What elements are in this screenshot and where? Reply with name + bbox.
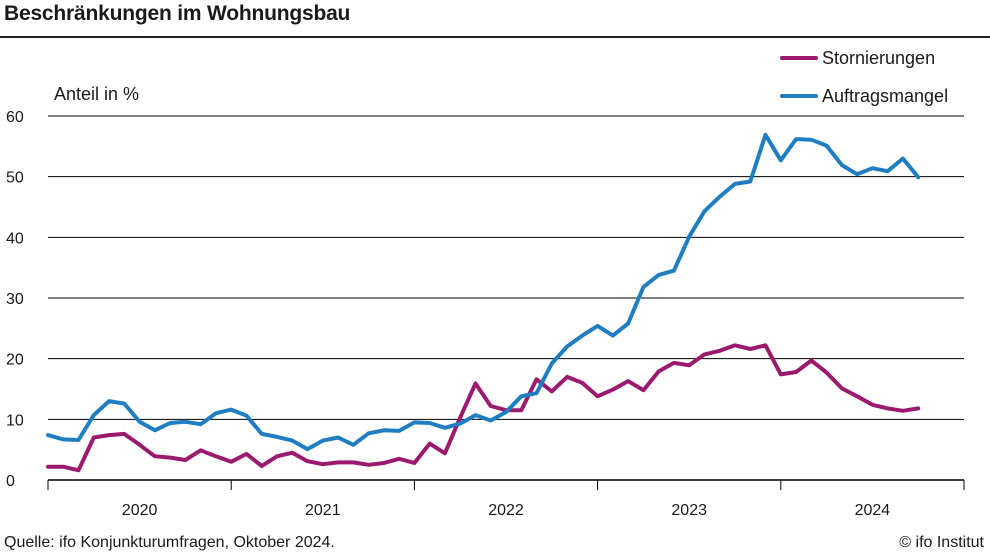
y-tick-label-50: 50 [6,170,24,187]
series-line-auftragsmangel [46,132,921,452]
y-tick-label-30: 30 [6,291,24,308]
y-tick-label-20: 20 [6,352,24,369]
series-line-stornierungen [46,343,921,473]
x-tick-label-2021: 2021 [305,502,341,519]
y-tick-labels: 0 10 20 30 40 50 60 [6,109,24,490]
grid-lines [48,115,964,420]
x-tick-label-2023: 2023 [671,502,707,519]
chart-title: Beschränkungen im Wohnungsbau [4,2,351,25]
source-note: Quelle: ifo Konjunkturumfragen, Oktober … [4,534,335,551]
series-lines [46,132,921,473]
legend-label-stornierungen: Stornierungen [822,48,935,68]
y-tick-label-0: 0 [6,473,15,490]
copyright-note: © ifo Institut [899,534,984,551]
x-tick-label-2022: 2022 [488,502,524,519]
title-rule [0,36,990,38]
y-axis-label: Anteil in % [54,84,139,104]
legend-label-auftragsmangel: Auftragsmangel [822,86,948,106]
y-tick-label-60: 60 [6,109,24,126]
y-tick-label-40: 40 [6,230,24,247]
y-tick-label-10: 10 [6,412,24,429]
x-axis: 2020 2021 2022 2023 2024 [47,479,965,519]
legend: Stornierungen Auftragsmangel [780,48,948,106]
x-tick-label-2020: 2020 [122,502,158,519]
x-tick-label-2024: 2024 [855,502,891,519]
